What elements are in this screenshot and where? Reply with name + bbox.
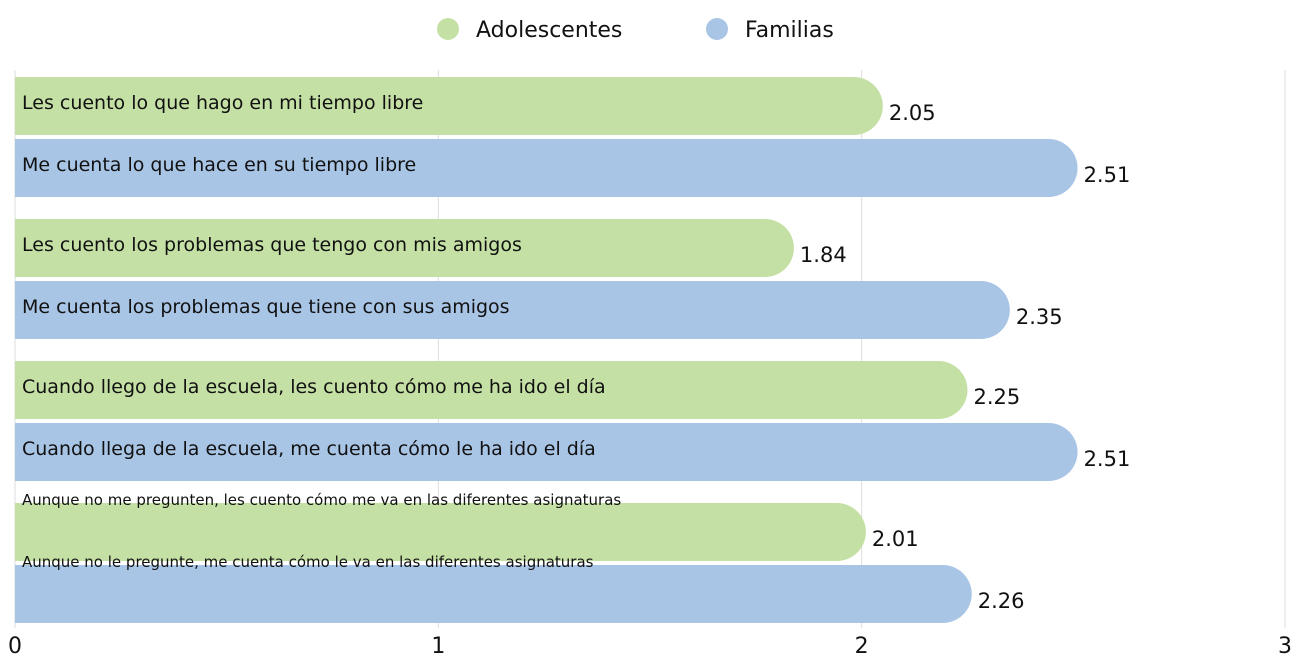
bar — [15, 565, 972, 623]
value-label: 2.25 — [974, 385, 1021, 409]
bar — [15, 281, 1010, 339]
x-tick-label: 1 — [431, 634, 445, 659]
bar — [15, 219, 794, 277]
value-label: 2.01 — [872, 527, 919, 551]
bar-label: Aunque no me pregunten, les cuento cómo … — [22, 491, 621, 509]
bar — [15, 361, 968, 419]
legend-swatch — [437, 18, 459, 40]
legend-swatch — [706, 18, 728, 40]
value-label: 2.51 — [1084, 163, 1131, 187]
bar-label: Cuando llego de la escuela, les cuento c… — [22, 376, 606, 398]
bar — [15, 77, 883, 135]
bar-label: Aunque no le pregunte, me cuenta cómo le… — [22, 553, 594, 571]
bar — [15, 139, 1078, 197]
bar-label: Cuando llega de la escuela, me cuenta có… — [22, 438, 596, 460]
value-label: 2.05 — [889, 101, 936, 125]
legend-label: Familias — [745, 18, 834, 43]
value-label: 1.84 — [800, 243, 847, 267]
x-tick-label: 2 — [855, 634, 869, 659]
x-tick-label: 0 — [8, 634, 22, 659]
bar-label: Les cuento los problemas que tengo con m… — [22, 234, 522, 256]
value-label: 2.26 — [978, 589, 1025, 613]
bar — [15, 423, 1078, 481]
bar-label: Me cuenta lo que hace en su tiempo libre — [22, 154, 416, 176]
x-tick-label: 3 — [1278, 634, 1292, 659]
value-label: 2.35 — [1016, 305, 1063, 329]
bar-label: Me cuenta los problemas que tiene con su… — [22, 296, 510, 318]
bar — [15, 503, 866, 561]
bar-label: Les cuento lo que hago en mi tiempo libr… — [22, 92, 423, 114]
legend-label: Adolescentes — [476, 18, 622, 43]
value-label: 2.51 — [1084, 447, 1131, 471]
